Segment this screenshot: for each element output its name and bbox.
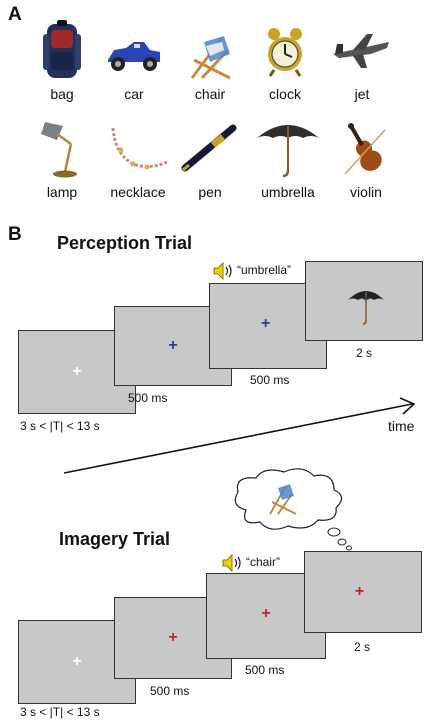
object-umbrella: umbrella <box>248 118 328 200</box>
object-car: car <box>94 20 174 102</box>
object-pen: pen <box>170 118 250 200</box>
lamp-icon <box>41 122 77 178</box>
object-chair: chair <box>170 20 250 102</box>
imagery-duration: 2 s <box>354 640 371 654</box>
object-label: chair <box>194 86 226 102</box>
object-jet: jet <box>322 20 402 102</box>
time-label: time <box>388 418 415 434</box>
umbrella-icon <box>257 125 319 178</box>
object-bag: bag <box>22 20 102 102</box>
fixation-cross: + <box>354 583 365 600</box>
fixation-cross: + <box>168 629 178 646</box>
fixation-cross: + <box>72 653 82 670</box>
perception-trial-title: Perception Trial <box>57 233 193 253</box>
imagery-screen-imagery: + <box>304 551 422 633</box>
object-label: umbrella <box>261 184 315 200</box>
object-necklace: necklace <box>98 118 178 200</box>
svg-text:+: + <box>362 295 370 305</box>
violin-icon <box>344 123 386 175</box>
imagery-iti-duration: 3 s < |T| < 13 s <box>20 705 100 719</box>
umbrella-icon: + <box>348 291 384 325</box>
perception-stimulus-duration: 2 s <box>356 346 373 360</box>
necklace-icon <box>111 127 168 170</box>
perception-cue-duration: 500 ms <box>250 373 290 387</box>
panel-b-letter: B <box>8 224 22 245</box>
perception-iti-duration: 3 s < |T| < 13 s <box>20 419 100 433</box>
thought-bubble <box>234 468 352 551</box>
object-label: clock <box>269 86 301 102</box>
bag-icon <box>43 20 81 78</box>
perception-screen-stimulus: + <box>305 261 423 341</box>
speaker-icon <box>213 262 232 280</box>
jet-icon <box>333 34 389 68</box>
pen-icon <box>181 124 237 172</box>
speaker-icon <box>222 554 241 572</box>
object-label: car <box>124 86 144 102</box>
object-label: necklace <box>110 184 166 200</box>
fixation-cross: + <box>72 363 82 380</box>
object-label: jet <box>354 86 370 102</box>
chair-icon <box>269 484 297 515</box>
object-label: lamp <box>46 184 78 200</box>
object-label: pen <box>198 184 222 200</box>
imagery-cue-duration: 500 ms <box>245 663 285 677</box>
object-violin: violin <box>326 118 406 200</box>
imagery-cue-word: “chair” <box>246 555 281 569</box>
imagery-trial-title: Imagery Trial <box>59 529 171 549</box>
panel-a-letter: A <box>8 4 22 25</box>
chair-icon <box>190 36 231 80</box>
clock-icon <box>268 28 302 77</box>
object-label: violin <box>350 184 382 200</box>
perception-cue-word: “umbrella” <box>237 263 292 277</box>
imagery-fixation-duration: 500 ms <box>150 684 190 698</box>
fixation-cross: + <box>261 315 271 333</box>
car-icon <box>108 42 160 71</box>
fixation-cross: + <box>261 605 271 623</box>
perception-fixation-duration: 500 ms <box>128 391 168 405</box>
object-label: bag <box>50 86 74 102</box>
fixation-cross: + <box>168 337 178 354</box>
object-clock: clock <box>245 20 325 102</box>
object-lamp: lamp <box>22 118 102 200</box>
